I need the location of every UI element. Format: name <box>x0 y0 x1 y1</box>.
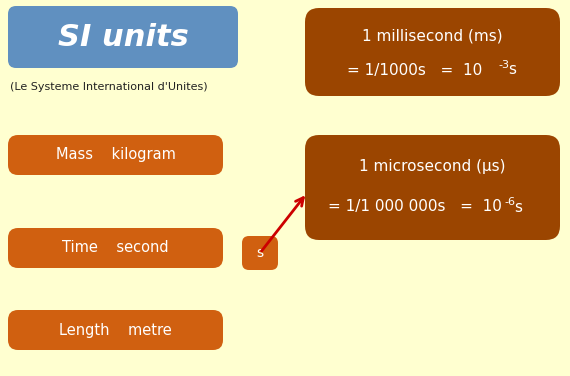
Text: SI units: SI units <box>58 23 188 52</box>
Text: Length    metre: Length metre <box>59 323 172 338</box>
FancyBboxPatch shape <box>8 228 223 268</box>
Text: (Le Systeme International d'Unites): (Le Systeme International d'Unites) <box>10 82 207 92</box>
FancyBboxPatch shape <box>8 310 223 350</box>
Text: = 1/1 000 000s   =  10: = 1/1 000 000s = 10 <box>328 200 502 214</box>
FancyBboxPatch shape <box>8 6 238 68</box>
FancyBboxPatch shape <box>242 236 278 270</box>
Text: = 1/1000s   =  10: = 1/1000s = 10 <box>347 62 482 77</box>
FancyBboxPatch shape <box>8 135 223 175</box>
Text: s: s <box>256 246 263 260</box>
Text: -3: -3 <box>499 60 510 70</box>
Text: 1 millisecond (ms): 1 millisecond (ms) <box>362 29 503 44</box>
Text: Time    second: Time second <box>62 241 169 256</box>
Text: s: s <box>515 200 523 214</box>
FancyBboxPatch shape <box>305 135 560 240</box>
FancyBboxPatch shape <box>305 8 560 96</box>
Text: Mass    kilogram: Mass kilogram <box>55 147 176 162</box>
Text: -6: -6 <box>504 197 515 207</box>
Text: 1 microsecond (μs): 1 microsecond (μs) <box>359 159 506 174</box>
Text: s: s <box>508 62 516 77</box>
